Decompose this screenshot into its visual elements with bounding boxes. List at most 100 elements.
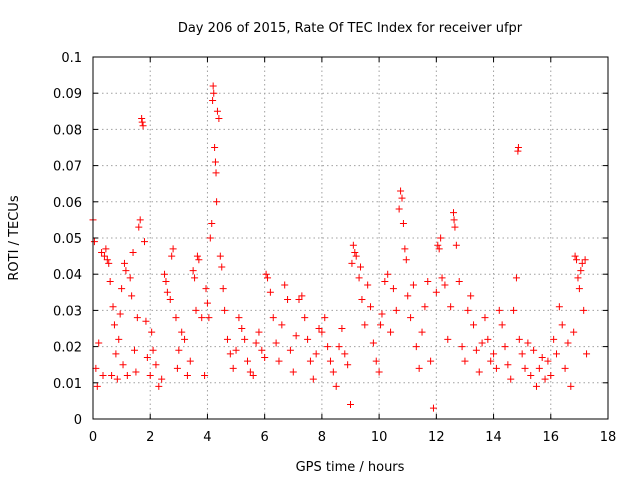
data-point [514, 144, 522, 151]
data-point [375, 368, 383, 376]
data-point [142, 317, 150, 325]
data-point [193, 252, 201, 260]
y-tick-label: 0 [74, 413, 82, 428]
data-point [404, 292, 412, 300]
data-point [138, 118, 146, 126]
data-point [141, 238, 148, 246]
data-point [105, 259, 113, 267]
data-point [90, 238, 98, 246]
data-point [372, 357, 380, 365]
data-point [129, 248, 137, 256]
data-point [120, 259, 128, 267]
data-point [384, 270, 392, 278]
data-point [407, 314, 415, 322]
data-point [198, 314, 206, 322]
data-point [401, 245, 409, 253]
data-point [255, 328, 263, 336]
data-point [162, 277, 170, 285]
data-point [219, 285, 227, 293]
data-point [186, 357, 194, 365]
data-point [409, 281, 417, 289]
data-point [451, 223, 459, 231]
x-tick-label: 16 [543, 430, 560, 445]
data-point [524, 339, 532, 347]
data-point [378, 310, 386, 318]
data-point [321, 314, 329, 322]
data-point [148, 328, 156, 336]
data-point [521, 364, 529, 372]
data-point [169, 245, 177, 253]
data-point [571, 252, 579, 260]
chart-title: Day 206 of 2015, Rate Of TEC Index for r… [178, 21, 523, 36]
data-point [367, 303, 375, 311]
data-point [209, 96, 217, 104]
data-point [501, 343, 509, 351]
data-point [415, 364, 423, 372]
data-point [221, 306, 229, 314]
y-tick-label: 0.1 [61, 51, 82, 66]
data-point [213, 107, 221, 115]
data-point [492, 364, 500, 372]
data-point [395, 205, 403, 213]
data-point [264, 274, 272, 282]
data-point [106, 277, 114, 285]
data-point [173, 364, 181, 372]
data-point [126, 274, 134, 282]
data-point [215, 115, 223, 123]
data-point [578, 259, 586, 267]
data-point [450, 216, 458, 224]
data-point [232, 346, 240, 354]
data-point [99, 372, 107, 380]
data-point [122, 267, 130, 275]
data-point [175, 346, 183, 354]
data-point [292, 332, 300, 340]
y-tick-label: 0.08 [53, 123, 82, 138]
data-point [341, 350, 349, 358]
data-point [369, 339, 377, 347]
data-point [577, 267, 585, 275]
data-point [418, 328, 426, 336]
data-point [424, 277, 432, 285]
data-point [246, 368, 254, 376]
data-point [226, 350, 234, 358]
data-point [275, 357, 283, 365]
y-tick-label: 0.03 [53, 304, 82, 319]
data-point [281, 281, 289, 289]
data-point [163, 288, 171, 296]
data-point [387, 328, 395, 336]
data-point [152, 361, 160, 369]
data-point [161, 270, 169, 278]
data-point [324, 343, 332, 351]
data-point [567, 382, 575, 390]
data-point [432, 288, 440, 296]
data-point [475, 368, 483, 376]
data-point [398, 194, 406, 202]
data-point [583, 350, 591, 358]
data-point [441, 281, 449, 289]
data-point [514, 147, 522, 155]
data-point [241, 335, 249, 343]
data-point [434, 241, 442, 249]
y-tick-labels: 0 0.01 0.02 0.03 0.04 0.05 0.06 0.07 0.08 0.09 0.1 [53, 51, 82, 428]
data-point [452, 241, 460, 249]
data-point [352, 252, 360, 260]
data-point [205, 314, 213, 322]
data-point [168, 252, 176, 260]
data-point [223, 335, 231, 343]
data-point [555, 303, 563, 311]
data-point [348, 259, 356, 267]
data-point [138, 115, 146, 123]
data-point [262, 270, 270, 278]
data-point [143, 353, 151, 361]
data-point [135, 223, 143, 231]
data-point [213, 198, 221, 206]
data-point [538, 353, 546, 361]
data-point [92, 364, 100, 372]
x-tick-label: 10 [371, 430, 388, 445]
data-point [210, 89, 218, 97]
data-point [201, 372, 209, 380]
data-point [349, 241, 357, 249]
data-point [306, 357, 314, 365]
data-point [461, 357, 469, 365]
data-point [392, 306, 400, 314]
